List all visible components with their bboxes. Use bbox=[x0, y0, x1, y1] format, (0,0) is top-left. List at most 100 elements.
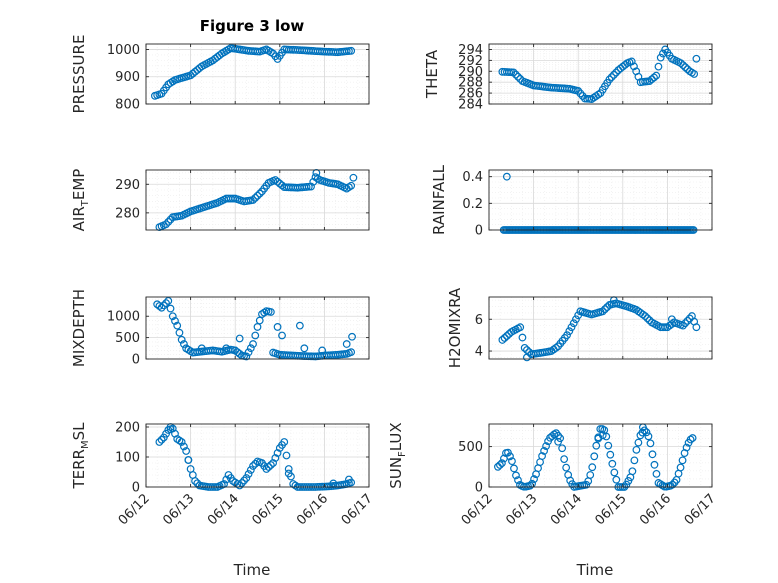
data-point bbox=[652, 469, 661, 478]
y-tick-label: 284 bbox=[458, 98, 483, 113]
data-point bbox=[638, 428, 647, 437]
data-point bbox=[278, 331, 286, 340]
axes-frame bbox=[488, 169, 713, 231]
axes-background bbox=[146, 424, 369, 487]
y-axis-label: THETA bbox=[423, 49, 441, 99]
data-point bbox=[502, 332, 511, 340]
data-point bbox=[498, 336, 507, 344]
axes-frame bbox=[145, 423, 370, 488]
subplot-panel: 0 0.2 0.4 RAINFALL bbox=[430, 164, 713, 239]
data-point bbox=[659, 49, 667, 58]
data-point bbox=[530, 475, 538, 483]
y-tick-label: 288 bbox=[458, 76, 483, 91]
data-point bbox=[676, 463, 685, 472]
data-point bbox=[605, 75, 614, 84]
subplot-panel: 0 500 1000 MIXDEPTH bbox=[70, 289, 370, 368]
data-point bbox=[168, 312, 177, 321]
data-point bbox=[682, 443, 691, 452]
data-point bbox=[175, 328, 184, 337]
figure-title: Figure 3 low bbox=[200, 17, 305, 35]
data-point bbox=[273, 323, 282, 331]
y-tick-label: 800 bbox=[115, 98, 140, 113]
x-axis-label-right: Time bbox=[576, 561, 614, 579]
data-point bbox=[560, 455, 569, 464]
data-point bbox=[249, 340, 257, 348]
data-point bbox=[642, 428, 651, 437]
data-point bbox=[646, 439, 655, 448]
data-point bbox=[273, 449, 282, 457]
data-point bbox=[632, 445, 641, 454]
axes-frame bbox=[488, 296, 713, 360]
data-point bbox=[177, 335, 186, 344]
data-point bbox=[572, 315, 580, 324]
data-point bbox=[278, 181, 286, 190]
data-point bbox=[235, 334, 244, 343]
y-axis-label: RAINFALL bbox=[430, 164, 448, 235]
data-point bbox=[249, 196, 257, 204]
y-tick-label: 6 bbox=[475, 313, 483, 328]
data-point bbox=[612, 68, 621, 77]
data-point bbox=[222, 344, 231, 353]
data-point bbox=[661, 323, 670, 332]
data-point bbox=[542, 442, 550, 450]
y-tick-label: 290 bbox=[115, 178, 140, 193]
data-point bbox=[347, 348, 356, 357]
y-tick-label: 286 bbox=[458, 87, 483, 102]
y-tick-label: 900 bbox=[115, 70, 140, 85]
data-point bbox=[500, 334, 509, 342]
data-point bbox=[182, 447, 191, 455]
subplot-panel: 280 290 AIRTEMP bbox=[70, 169, 370, 232]
data-point bbox=[681, 63, 690, 72]
data-point bbox=[164, 218, 173, 226]
data-point bbox=[692, 54, 701, 63]
data-point bbox=[538, 452, 546, 460]
data-point bbox=[514, 72, 522, 81]
data-point bbox=[157, 303, 166, 312]
data-point bbox=[650, 460, 659, 469]
data-point bbox=[235, 481, 244, 490]
data-point bbox=[271, 454, 280, 462]
data-point bbox=[242, 474, 251, 482]
data-point bbox=[602, 432, 611, 441]
y-tick-label: 500 bbox=[458, 440, 483, 455]
data-point bbox=[280, 438, 289, 446]
data-point bbox=[237, 479, 246, 487]
data-point bbox=[511, 70, 520, 79]
y-tick-label: 280 bbox=[115, 206, 140, 221]
data-point bbox=[240, 476, 249, 485]
data-point bbox=[607, 73, 616, 82]
data-point bbox=[681, 319, 690, 328]
data-point bbox=[173, 321, 182, 330]
data-point bbox=[641, 312, 649, 320]
data-point bbox=[162, 220, 170, 229]
data-point bbox=[269, 459, 278, 467]
data-point bbox=[516, 323, 525, 332]
data-point bbox=[592, 441, 601, 450]
data-point bbox=[598, 307, 607, 316]
data-point bbox=[155, 438, 164, 446]
data-point bbox=[166, 304, 175, 313]
y-axis-label: PRESSURE bbox=[70, 35, 88, 114]
y-tick-label: 0 bbox=[475, 481, 483, 496]
data-point bbox=[686, 435, 695, 444]
data-point bbox=[567, 323, 576, 332]
y-axis-label: AIRTEMP bbox=[70, 169, 91, 232]
data-point bbox=[514, 476, 522, 485]
data-point bbox=[264, 463, 273, 471]
data-point bbox=[563, 331, 571, 340]
data-point bbox=[262, 465, 271, 473]
data-point bbox=[678, 456, 687, 465]
data-point bbox=[266, 308, 275, 316]
y-tick-label: 100 bbox=[115, 451, 140, 466]
data-point bbox=[554, 437, 563, 446]
data-point bbox=[634, 438, 643, 447]
data-point bbox=[690, 70, 699, 78]
data-point bbox=[295, 321, 304, 330]
data-point bbox=[251, 331, 260, 340]
data-point bbox=[627, 57, 636, 66]
data-point bbox=[679, 61, 687, 70]
data-point bbox=[552, 343, 560, 352]
data-point bbox=[282, 451, 291, 460]
data-point bbox=[562, 463, 571, 472]
axes-frame bbox=[145, 169, 370, 231]
